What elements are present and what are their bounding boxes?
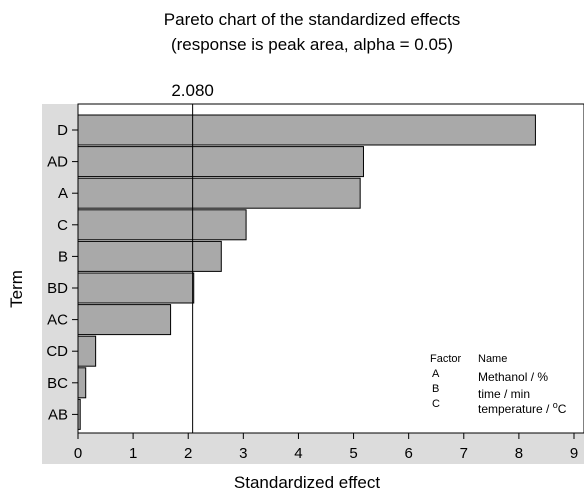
y-tick-label: BD <box>47 280 68 297</box>
y-tick-label: C <box>57 217 68 234</box>
y-tick-label: AD <box>47 154 68 171</box>
legend-header-factor: Factor <box>430 353 462 365</box>
legend-factor-a: A <box>432 368 440 380</box>
y-tick-label: AB <box>48 406 68 423</box>
legend-name-c-superscript: o <box>553 400 558 410</box>
x-tick-label: 2 <box>184 445 192 462</box>
bar-a <box>77 177 361 209</box>
bar-cd <box>77 335 97 367</box>
x-tick-label: 1 <box>129 445 137 462</box>
legend-factor-b: B <box>432 383 439 395</box>
bar-d <box>77 114 536 146</box>
y-tick-label: D <box>57 122 68 139</box>
y-tick-label: CD <box>46 343 68 360</box>
bar-b <box>77 240 222 272</box>
y-axis-title: Term <box>7 270 26 308</box>
x-tick-label: 8 <box>515 445 523 462</box>
x-tick-label: 5 <box>349 445 357 462</box>
x-tick-label: 4 <box>294 445 302 462</box>
bar-ab <box>77 398 81 430</box>
legend-header-name: Name <box>478 353 507 365</box>
bar-ac <box>77 304 172 336</box>
x-tick-label: 3 <box>239 445 247 462</box>
legend-name-c: temperature / oC <box>478 400 567 416</box>
bar-bc <box>77 367 87 399</box>
legend-name-c-suffix: C <box>558 402 567 416</box>
chart-title-line-1: Pareto chart of the standardized effects <box>164 10 460 29</box>
y-tick-label: BC <box>47 375 68 392</box>
x-tick-label: 6 <box>404 445 412 462</box>
x-tick-label: 7 <box>460 445 468 462</box>
y-tick-label: B <box>58 248 68 265</box>
reference-line-label: 2.080 <box>171 81 214 100</box>
chart-title-line-2: (response is peak area, alpha = 0.05) <box>171 35 453 54</box>
legend-name-c-text: temperature / <box>478 402 553 416</box>
x-tick-label: 0 <box>74 445 82 462</box>
factor-legend: Factor Name A Methanol / % B time / min … <box>430 353 567 416</box>
legend-name-a: Methanol / % <box>478 370 548 384</box>
y-tick-label: AC <box>47 312 68 329</box>
bar-ad <box>77 146 364 178</box>
x-tick-label: 9 <box>570 445 578 462</box>
x-axis-title: Standardized effect <box>234 473 380 492</box>
legend-factor-c: C <box>432 398 440 410</box>
legend-name-b: time / min <box>478 387 530 401</box>
bar-c <box>77 209 247 241</box>
bar-bd <box>77 272 195 304</box>
y-tick-label: A <box>58 185 68 202</box>
